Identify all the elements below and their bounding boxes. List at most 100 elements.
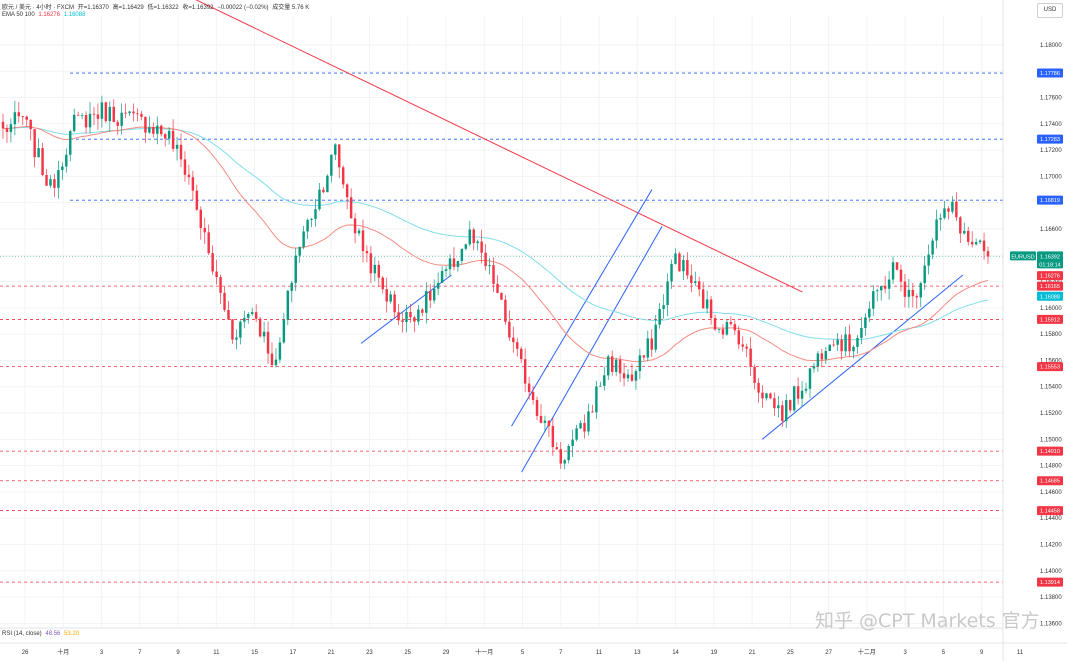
symbol-name: 欧元 / 美元 · 4小时 · FXCM — [2, 5, 75, 11]
candle-body — [943, 208, 946, 218]
candle-body — [966, 230, 970, 242]
candle-body — [397, 312, 400, 321]
candle-body — [694, 281, 697, 283]
price-tick-label: 1.14200 — [1040, 542, 1062, 548]
candle-body — [567, 445, 570, 461]
candle-body — [294, 255, 297, 283]
candle-body — [551, 426, 555, 448]
candle-body — [5, 128, 9, 132]
time-tick-label: 23 — [366, 650, 373, 656]
time-tick-label: 21 — [749, 650, 756, 656]
candle-body — [104, 102, 108, 122]
candle-body — [844, 334, 847, 352]
time-tick-label: 26 — [22, 650, 29, 656]
candle-body — [432, 288, 436, 301]
price-tick-label: 1.18000 — [1040, 43, 1062, 49]
candle-body — [239, 321, 242, 338]
close-value: 收=1.16392 — [182, 5, 214, 11]
candle-body — [421, 309, 424, 313]
candle-body — [583, 422, 586, 432]
price-tick-label: 1.14400 — [1040, 516, 1062, 522]
watermark: 知乎 @CPT Markets 官方 — [815, 610, 1040, 632]
price-tick-label: 1.15800 — [1040, 332, 1062, 338]
price-tick-label: 1.14000 — [1040, 569, 1062, 575]
time-tick-label: 15 — [251, 650, 258, 656]
candle-body — [120, 112, 123, 126]
candle-body — [796, 386, 800, 399]
candle-body — [258, 318, 262, 337]
candle-body — [512, 337, 515, 343]
candle-body — [911, 289, 915, 297]
candle-body — [595, 386, 598, 413]
candle-body — [278, 342, 282, 360]
candle-body — [571, 439, 574, 446]
candle-body — [116, 122, 119, 126]
time-tick-label: 13 — [634, 650, 641, 656]
price-level-tag-label: 1.14685 — [1040, 479, 1060, 485]
candle-body — [895, 262, 899, 270]
candle-body — [413, 317, 416, 322]
candle-body — [436, 282, 440, 289]
high-value: 高=1.16429 — [112, 5, 144, 11]
candle-body — [670, 263, 673, 282]
candle-body — [25, 116, 28, 120]
price-level-tag — [1037, 134, 1063, 144]
candle-body — [112, 106, 115, 123]
candle-body — [310, 218, 313, 220]
candle-body — [207, 232, 210, 254]
candle-body — [187, 174, 191, 178]
ema-tag-label: 1.16276 — [1040, 274, 1060, 280]
current-price-tag — [1037, 251, 1063, 269]
candle-body — [144, 116, 147, 133]
candle-body — [361, 230, 365, 252]
open-value: 开=1.16370 — [77, 5, 109, 11]
price-tick-label: 1.15600 — [1040, 358, 1062, 364]
candle-body — [662, 305, 665, 310]
candle-body — [484, 252, 487, 267]
candle-body — [195, 190, 199, 210]
candle-body — [69, 131, 72, 155]
currency-button[interactable]: USD — [1037, 3, 1063, 18]
time-tick-label: 29 — [443, 650, 450, 656]
candle-body — [903, 281, 907, 297]
candle-body — [591, 411, 594, 413]
time-tick-label: 9 — [176, 650, 180, 656]
candle-body — [61, 166, 64, 171]
candle-body — [887, 279, 891, 289]
candle-body — [322, 189, 325, 193]
candle-body — [788, 400, 792, 411]
candle-body — [555, 447, 559, 450]
price-tick-label: 1.13800 — [1040, 595, 1062, 601]
volume-value: 成交量 5.76 K — [272, 5, 310, 11]
price-tick-label: 1.16600 — [1040, 227, 1062, 233]
candle-body — [777, 405, 780, 409]
candle-body — [124, 112, 127, 114]
low-value: 低=1.16322 — [147, 5, 179, 11]
candle-body — [820, 353, 824, 360]
candle-body — [547, 420, 551, 427]
candle-body — [140, 113, 143, 117]
candle-body — [282, 319, 286, 343]
candle-body — [215, 271, 218, 277]
time-tick-label: 21 — [328, 650, 335, 656]
price-tick-label: 1.17400 — [1040, 122, 1062, 128]
candle-body — [369, 253, 373, 274]
price-tick-label: 1.17000 — [1040, 174, 1062, 180]
candle-body — [183, 159, 187, 175]
rsi-label: RSI (14, close) — [2, 631, 42, 637]
candle-body — [614, 359, 618, 372]
candle-body — [448, 258, 452, 270]
price-level-tag-label: 1.17786 — [1040, 71, 1060, 77]
candle-body — [931, 240, 934, 255]
candle-body — [338, 144, 341, 168]
candle-body — [472, 229, 475, 244]
candle-body — [175, 144, 179, 149]
candle-body — [353, 218, 357, 234]
candle-body — [480, 241, 483, 253]
candle-body — [646, 338, 650, 358]
candle-body — [13, 112, 17, 125]
candle-body — [773, 398, 776, 409]
candle-body — [765, 393, 768, 399]
price-tick-label: 1.15000 — [1040, 437, 1062, 443]
